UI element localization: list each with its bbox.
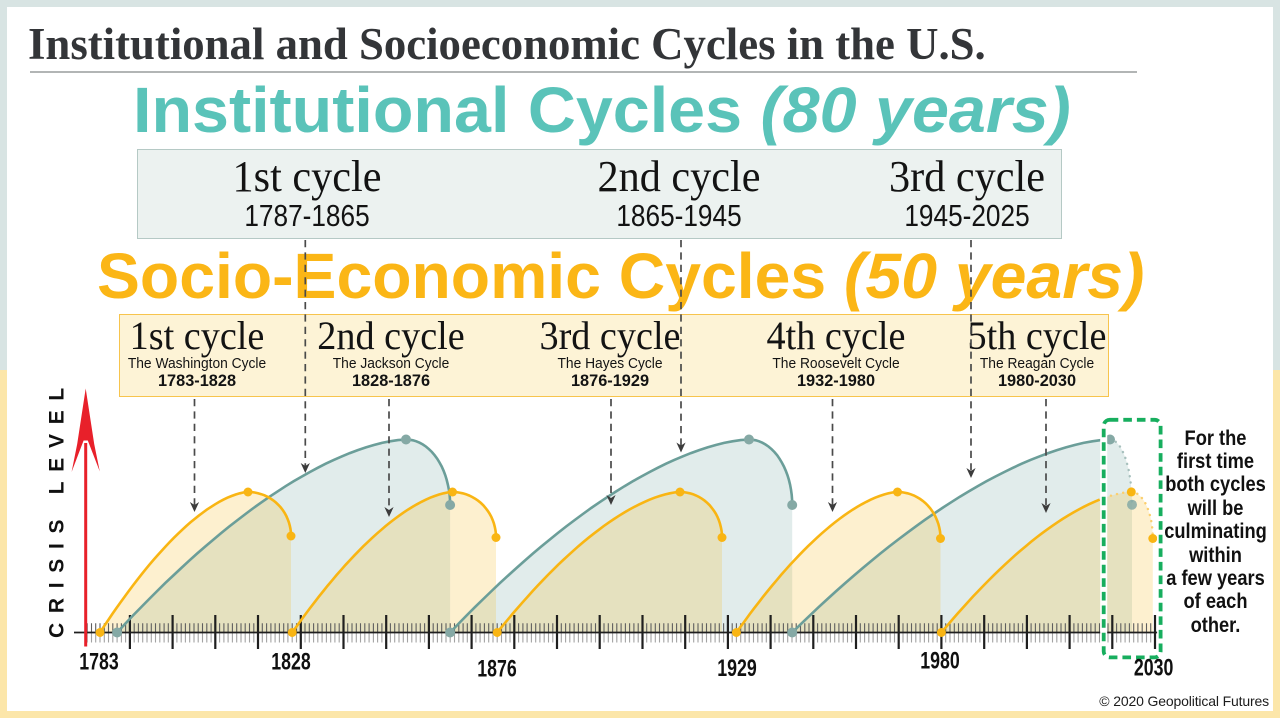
svg-text:2030: 2030 <box>1134 655 1174 681</box>
svg-text:1929: 1929 <box>717 656 757 682</box>
svg-text:1783: 1783 <box>79 649 119 675</box>
svg-text:CRISIS LEVEL: CRISIS LEVEL <box>46 378 69 638</box>
svg-text:1980: 1980 <box>920 648 960 674</box>
svg-text:1876: 1876 <box>477 656 517 682</box>
svg-text:1828: 1828 <box>271 649 311 675</box>
